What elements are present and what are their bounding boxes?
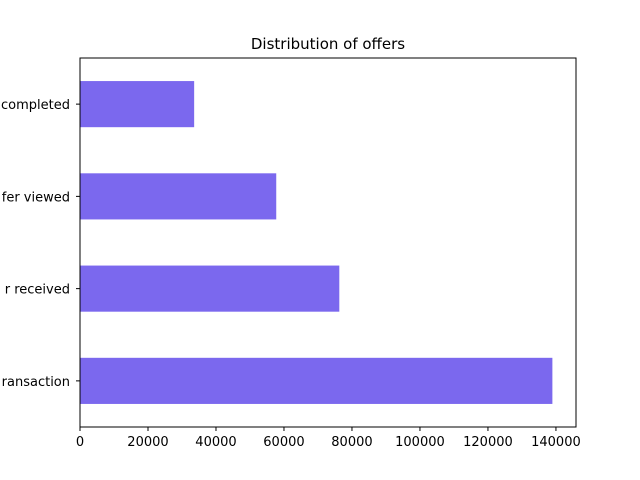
x-tick-label: 140000 — [531, 435, 581, 450]
x-tick-label: 120000 — [463, 435, 513, 450]
y-tick-label: ransaction — [2, 375, 70, 390]
bar-offer-received — [80, 265, 340, 312]
x-tick-label: 80000 — [331, 435, 372, 450]
x-ticks-group: 0 20000 40000 60000 80000 100000 120000 140000 — [76, 427, 581, 450]
x-tick-label: 60000 — [263, 435, 304, 450]
y-ticks-group: ransaction r received fer viewed completed — [1, 98, 80, 390]
x-tick-label: 40000 — [195, 435, 236, 450]
bar-offer-viewed — [80, 173, 277, 220]
y-tick-label: completed — [1, 98, 70, 113]
x-tick-label: 100000 — [395, 435, 445, 450]
y-tick-label: fer viewed — [2, 190, 70, 205]
x-tick-label: 20000 — [127, 435, 168, 450]
bars-group — [80, 81, 553, 404]
x-tick-label: 0 — [76, 435, 84, 450]
bar-transaction — [80, 357, 553, 404]
y-tick-label: r received — [5, 283, 70, 298]
plot-frame — [79, 57, 577, 428]
bar-offer-completed — [80, 81, 195, 128]
chart-title: Distribution of offers — [251, 35, 405, 53]
